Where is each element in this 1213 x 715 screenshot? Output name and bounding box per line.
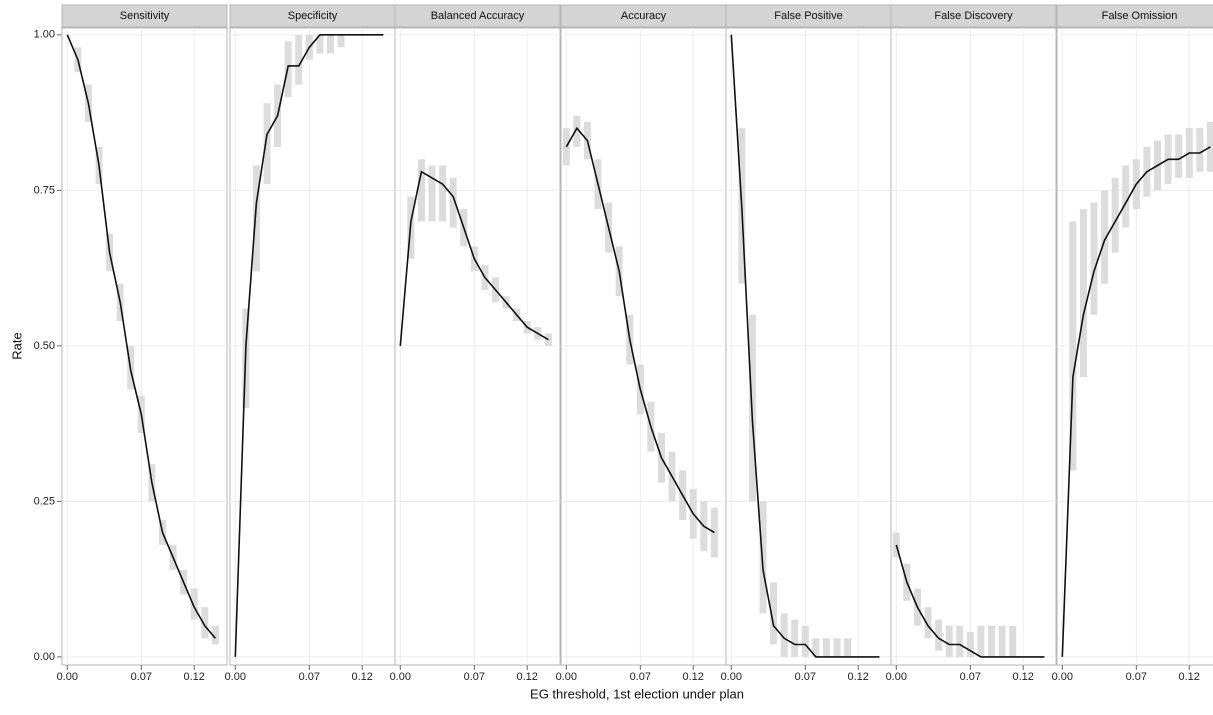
line <box>66 34 217 639</box>
x-tick-label: 0.12 <box>517 671 538 683</box>
y-tick-label: 0.25 <box>34 495 55 507</box>
y-tick-label: 1.00 <box>34 29 55 41</box>
panel: Accuracy 0.00 0.07 0.12 <box>556 4 727 683</box>
panel: Specificity 0.00 0.07 0.12 <box>225 4 396 683</box>
line <box>1061 146 1211 657</box>
y-tick-label: 0.75 <box>34 184 55 196</box>
x-axis-title: EG threshold, 1st election under plan <box>530 686 744 701</box>
strip <box>394 4 561 28</box>
strip <box>1056 4 1213 28</box>
strip-title: False Positive <box>774 10 842 22</box>
strip <box>890 4 1057 28</box>
strip-title: False Discovery <box>934 10 1013 22</box>
x-tick-label: 0.07 <box>464 671 485 683</box>
panel: False Discovery 0.00 0.07 0.12 <box>886 4 1057 683</box>
x-tick-label: 0.07 <box>795 671 816 683</box>
x-tick-label: 0.00 <box>225 671 246 683</box>
y-tick-label: 0.00 <box>34 651 55 663</box>
panel-background <box>394 27 561 666</box>
y-axis-title: Rate <box>9 332 24 359</box>
x-tick-label: 0.07 <box>1126 671 1147 683</box>
strip <box>61 4 228 28</box>
panel: Sensitivity 0.00 0.07 0.12 <box>57 4 228 683</box>
panel-background <box>890 27 1057 666</box>
x-tick-label: 0.00 <box>556 671 577 683</box>
panel-background <box>61 27 228 666</box>
x-tick-label: 0.00 <box>390 671 411 683</box>
panel-background <box>229 27 396 666</box>
x-tick-label: 0.12 <box>1013 671 1034 683</box>
strip-title: False Omission <box>1102 10 1178 22</box>
x-tick-label: 0.12 <box>1179 671 1200 683</box>
panel: False Omission 0.00 0.07 0.12 <box>1052 4 1213 683</box>
x-tick-label: 0.07 <box>131 671 152 683</box>
panel: False Positive 0.00 0.07 0.12 <box>721 4 892 683</box>
x-tick-label: 0.00 <box>57 671 78 683</box>
x-tick-label: 0.07 <box>299 671 320 683</box>
panel: Balanced Accuracy 0.00 0.07 0.12 <box>390 4 561 683</box>
x-tick-label: 0.12 <box>184 671 205 683</box>
strip-title: Sensitivity <box>120 10 170 22</box>
strip-title: Accuracy <box>621 10 667 22</box>
x-tick-label: 0.00 <box>1052 671 1073 683</box>
x-tick-label: 0.07 <box>630 671 651 683</box>
line <box>565 126 715 534</box>
line <box>730 34 880 658</box>
line <box>234 34 384 657</box>
x-tick-label: 0.07 <box>960 671 981 683</box>
x-tick-label: 0.00 <box>886 671 907 683</box>
strip-title: Specificity <box>288 10 338 22</box>
line <box>895 544 1045 658</box>
x-tick-label: 0.00 <box>721 671 742 683</box>
line <box>399 170 549 346</box>
strip-title: Balanced Accuracy <box>431 10 525 22</box>
x-tick-label: 0.12 <box>683 671 704 683</box>
y-tick-label: 0.50 <box>34 340 55 352</box>
x-tick-label: 0.12 <box>352 671 373 683</box>
x-tick-label: 0.12 <box>848 671 869 683</box>
